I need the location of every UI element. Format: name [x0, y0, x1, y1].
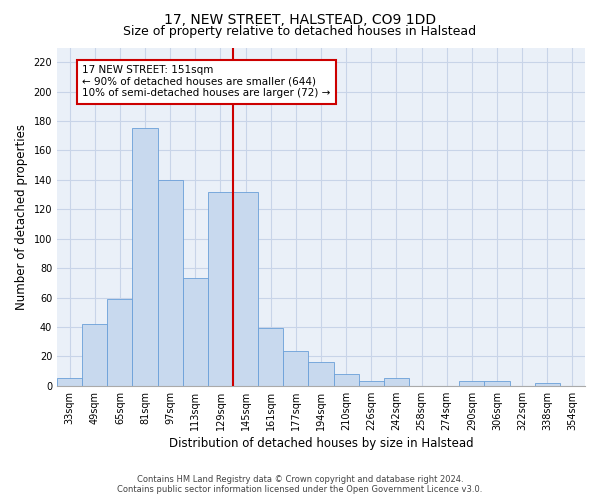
- Bar: [183, 278, 208, 386]
- Bar: [82, 324, 107, 386]
- Bar: [133, 128, 158, 386]
- Text: Contains HM Land Registry data © Crown copyright and database right 2024.
Contai: Contains HM Land Registry data © Crown c…: [118, 474, 482, 494]
- Bar: [459, 382, 484, 386]
- Bar: [308, 362, 334, 386]
- Bar: [334, 374, 359, 386]
- Y-axis label: Number of detached properties: Number of detached properties: [15, 124, 28, 310]
- Bar: [57, 378, 82, 386]
- Bar: [107, 299, 133, 386]
- Text: 17, NEW STREET, HALSTEAD, CO9 1DD: 17, NEW STREET, HALSTEAD, CO9 1DD: [164, 12, 436, 26]
- Bar: [258, 328, 283, 386]
- Bar: [233, 192, 258, 386]
- Bar: [484, 382, 509, 386]
- Bar: [384, 378, 409, 386]
- Bar: [359, 382, 384, 386]
- Bar: [283, 350, 308, 386]
- Bar: [208, 192, 233, 386]
- X-axis label: Distribution of detached houses by size in Halstead: Distribution of detached houses by size …: [169, 437, 473, 450]
- Text: 17 NEW STREET: 151sqm
← 90% of detached houses are smaller (644)
10% of semi-det: 17 NEW STREET: 151sqm ← 90% of detached …: [82, 65, 331, 98]
- Bar: [535, 383, 560, 386]
- Bar: [158, 180, 183, 386]
- Text: Size of property relative to detached houses in Halstead: Size of property relative to detached ho…: [124, 25, 476, 38]
